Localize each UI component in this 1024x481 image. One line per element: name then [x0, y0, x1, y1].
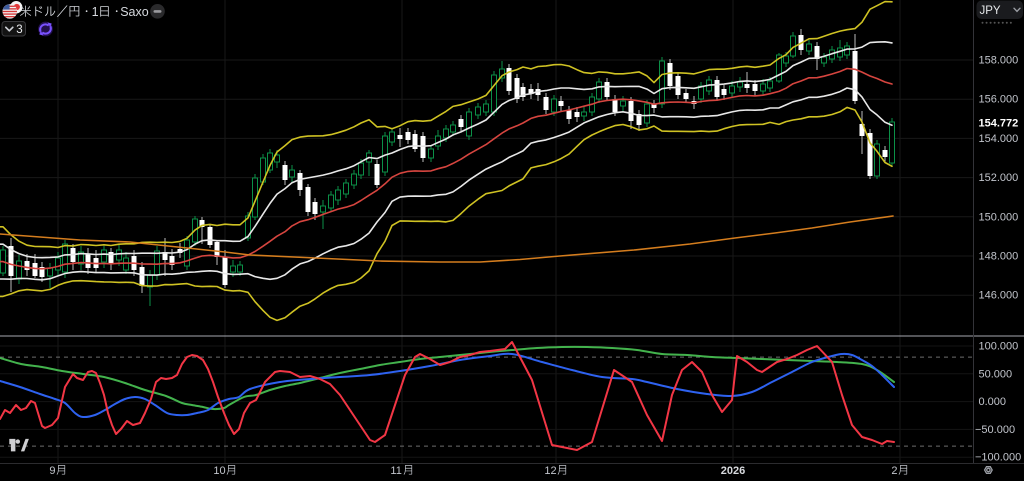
svg-text:100.000: 100.000 [979, 341, 1019, 353]
svg-text:154.772: 154.772 [979, 117, 1019, 129]
svg-text:3: 3 [16, 24, 22, 36]
svg-text:10: 10 [213, 465, 225, 477]
svg-text:146.000: 146.000 [979, 290, 1019, 302]
svg-text:−100.000: −100.000 [975, 452, 1021, 464]
svg-text:JPY: JPY [980, 5, 1001, 17]
svg-text:Saxo: Saxo [120, 5, 149, 19]
svg-text:156.000: 156.000 [979, 94, 1019, 106]
svg-text:2026: 2026 [721, 465, 745, 477]
svg-text:152.000: 152.000 [979, 172, 1019, 184]
svg-text:0.000: 0.000 [979, 396, 1007, 408]
svg-text:154.000: 154.000 [979, 133, 1019, 145]
svg-text:11: 11 [390, 465, 401, 477]
svg-text:−50.000: −50.000 [975, 424, 1015, 436]
svg-text:148.000: 148.000 [979, 251, 1019, 263]
svg-text:9: 9 [49, 465, 55, 477]
svg-text:150.000: 150.000 [979, 211, 1019, 223]
svg-text:2: 2 [891, 465, 897, 477]
svg-text:158.000: 158.000 [979, 55, 1019, 67]
svg-text:50.000: 50.000 [979, 368, 1013, 380]
svg-text:12: 12 [544, 465, 556, 477]
svg-text:1: 1 [92, 5, 99, 19]
